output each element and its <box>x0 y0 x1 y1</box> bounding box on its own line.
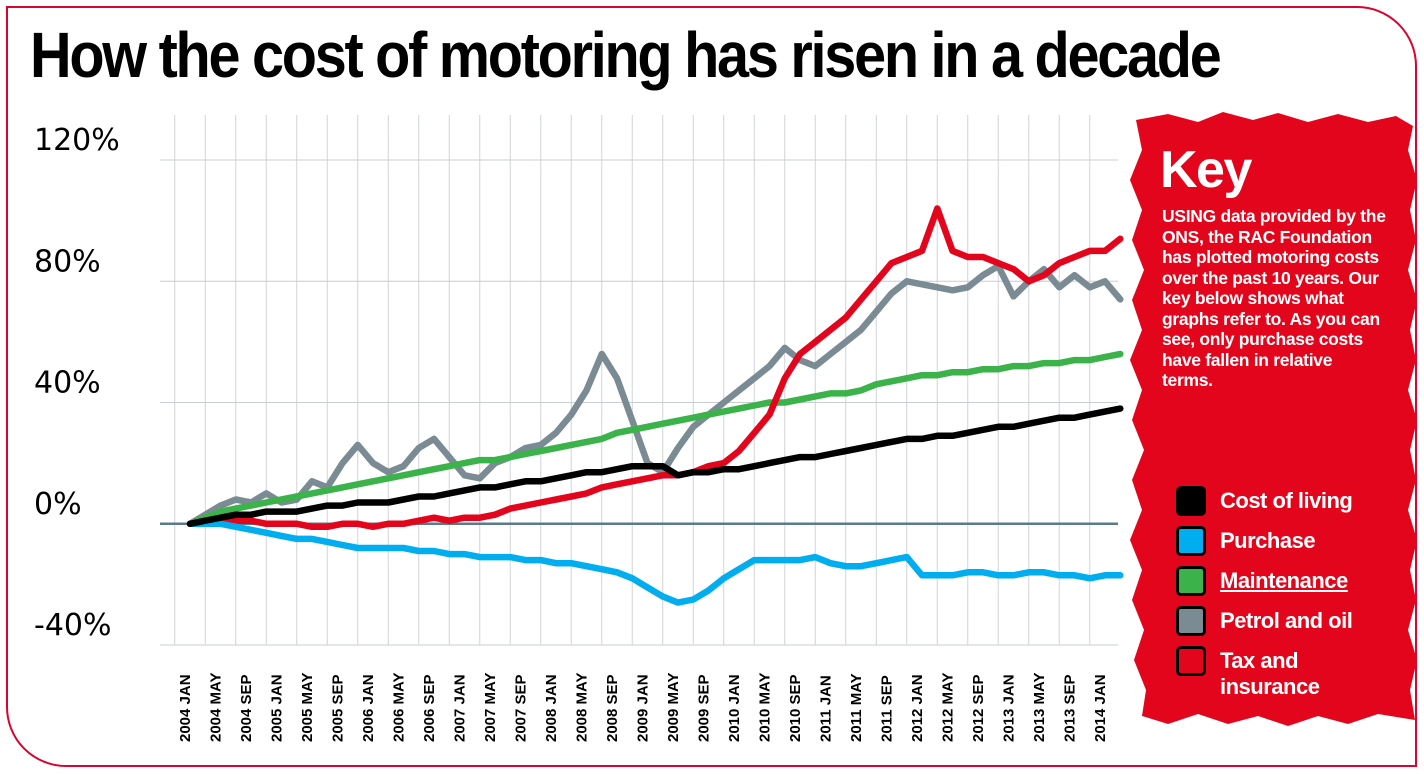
x-tick-label: 2006 SEP <box>421 674 438 742</box>
series-line-cost-of-living <box>186 405 1124 528</box>
series-lines <box>186 205 1124 606</box>
y-tick-label: 120% <box>34 123 120 158</box>
x-tick-label: 2011 SEP <box>879 675 896 742</box>
x-tick-label: 2008 SEP <box>604 674 621 742</box>
x-tick-label: 2009 MAY <box>665 673 682 743</box>
legend-swatch <box>1176 606 1206 636</box>
x-tick-label: 2007 SEP <box>513 674 530 742</box>
series-line-purchase <box>186 520 1124 606</box>
legend-item: Maintenance <box>1176 566 1380 606</box>
legend-label: Purchase <box>1220 528 1316 553</box>
x-tick-label: 2005 SEP <box>330 674 347 742</box>
x-tick-label: 2007 MAY <box>482 673 499 743</box>
y-tick-label: 80% <box>34 244 101 279</box>
x-tick-label: 2010 MAY <box>757 673 774 743</box>
x-tick-label: 2013 SEP <box>1062 674 1079 742</box>
legend-swatch <box>1176 486 1206 516</box>
x-tick-label: 2008 MAY <box>574 673 591 743</box>
x-tick-label: 2012 SEP <box>970 674 987 742</box>
x-tick-label: 2006 MAY <box>391 673 408 743</box>
y-tick-label: 40% <box>34 366 101 401</box>
gridlines <box>160 115 1118 646</box>
series-line-petrol-and-oil <box>186 262 1124 528</box>
x-tick-label: 2013 JAN <box>1001 674 1018 742</box>
x-tick-label: 2010 SEP <box>787 674 804 742</box>
x-tick-label: 2007 JAN <box>452 674 469 742</box>
chart-frame <box>6 6 1417 767</box>
x-axis-ticks: 2004 JAN 2004 MAY 2004 SEP 2005 JAN 2005 MAY… <box>177 673 1109 743</box>
legend: Cost of living Purchase Maintenance Petrol … <box>1176 486 1380 699</box>
key-title: Key <box>1160 141 1252 199</box>
key-panel: Key USING data provided by the ONS, the … <box>1128 110 1418 730</box>
series-line-tax-and-insurance <box>186 205 1124 531</box>
x-tick-label: 2009 SEP <box>696 674 713 742</box>
x-tick-label: 2004 SEP <box>238 674 255 742</box>
x-tick-label: 2005 MAY <box>299 673 316 743</box>
x-tick-label: 2014 JAN <box>1092 674 1109 742</box>
x-tick-label: 2012 JAN <box>909 674 926 742</box>
x-tick-label: 2006 JAN <box>360 674 377 742</box>
x-tick-label: 2012 MAY <box>940 673 957 743</box>
legend-item: Purchase <box>1176 526 1380 566</box>
legend-item: Tax and insurance <box>1176 646 1380 699</box>
y-axis-ticks: 120% 80% 40% 0% -40% <box>34 123 120 643</box>
legend-label: Cost of living <box>1220 488 1353 513</box>
chart-title: How the cost of motoring has risen in a … <box>30 19 1222 91</box>
x-tick-label: 2004 JAN <box>177 674 194 742</box>
key-description: USING data provided by the ONS, the RAC … <box>1162 206 1386 390</box>
x-tick-label: 2010 JAN <box>726 674 743 742</box>
y-tick-label: -40% <box>34 608 112 643</box>
x-tick-label: 2013 MAY <box>1031 673 1048 743</box>
x-tick-label: 2008 JAN <box>543 674 560 742</box>
x-tick-label: 2004 MAY <box>208 673 225 743</box>
legend-item: Petrol and oil <box>1176 606 1380 646</box>
legend-swatch <box>1176 566 1206 596</box>
y-tick-label: 0% <box>34 487 82 522</box>
series-line-maintenance <box>186 350 1124 528</box>
x-tick-label: 2011 JAN <box>818 675 835 742</box>
legend-label: Maintenance <box>1220 568 1348 593</box>
x-tick-label: 2009 JAN <box>635 674 652 742</box>
legend-swatch <box>1176 646 1206 676</box>
legend-swatch <box>1176 526 1206 556</box>
legend-item: Cost of living <box>1176 486 1380 526</box>
legend-label: Petrol and oil <box>1220 608 1353 633</box>
x-tick-label: 2011 MAY <box>848 673 865 742</box>
x-tick-label: 2005 JAN <box>269 674 286 742</box>
legend-label: Tax and insurance <box>1220 648 1320 699</box>
